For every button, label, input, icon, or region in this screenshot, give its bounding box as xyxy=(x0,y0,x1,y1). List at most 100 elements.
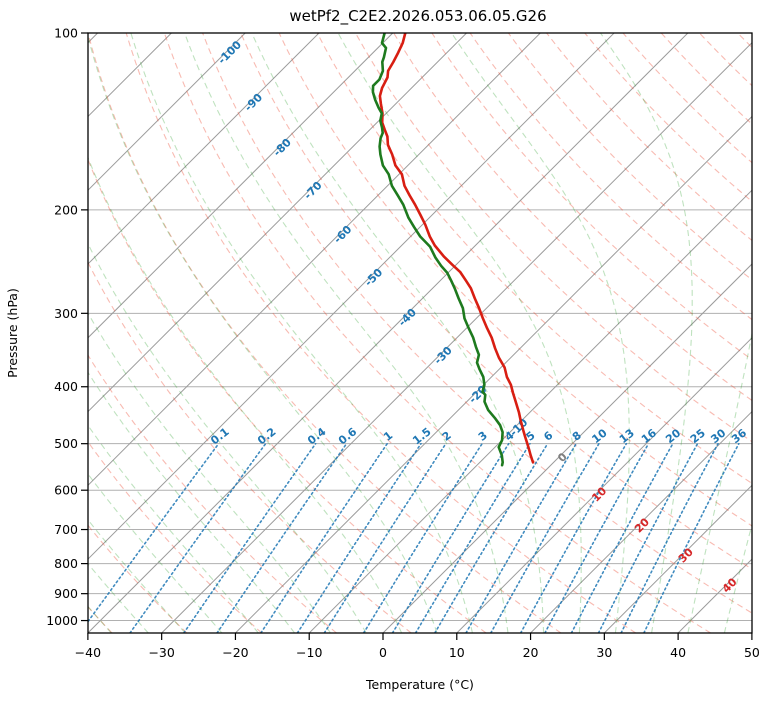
pressure-tick-label: 100 xyxy=(54,26,78,41)
isotherm-label: -60 xyxy=(331,223,354,246)
moist-adiabat-line xyxy=(450,33,630,633)
isotherm-label: -80 xyxy=(271,136,294,159)
moist-adiabat-line xyxy=(88,34,438,633)
temp-tick-label: −40 xyxy=(75,645,101,660)
temp-tick-label: 10 xyxy=(449,645,465,660)
mixing-ratio-label: 1 xyxy=(381,429,395,444)
mixing-ratio-line xyxy=(362,442,483,633)
pressure-tick-label: 600 xyxy=(54,483,78,498)
mixing-ratio-line xyxy=(519,442,628,633)
isotherm-label: -30 xyxy=(432,344,455,367)
moist-adiabat-line xyxy=(251,33,545,633)
moist-adiabat-line xyxy=(723,522,752,633)
mixing-ratio-label: 20 xyxy=(663,426,683,446)
mixing-ratio-label: 25 xyxy=(688,426,708,446)
mixing-ratio-line xyxy=(260,442,388,633)
pressure-tick-label: 300 xyxy=(54,306,78,321)
isotherm-label: 10 xyxy=(589,484,609,504)
dry-adiabat-line xyxy=(316,33,752,485)
isotherm-line xyxy=(308,189,752,633)
dry-adiabat-line xyxy=(202,33,752,614)
sounding-curves xyxy=(371,33,535,467)
mixing-ratio-line xyxy=(323,442,447,633)
moist-adiabat-line xyxy=(88,424,259,633)
dry-adiabat-line xyxy=(88,261,412,633)
isotherm-line xyxy=(677,558,752,633)
mixing-ratio-line xyxy=(414,442,531,633)
isotherm-line xyxy=(161,41,752,633)
dry-adiabat-line xyxy=(278,33,752,527)
pressure-tick-label: 700 xyxy=(54,522,78,537)
dry-adiabat-line xyxy=(737,33,752,49)
dry-adiabat-line xyxy=(507,33,752,281)
mixing-ratio-line xyxy=(490,442,600,633)
pressure-gridlines xyxy=(88,32,752,622)
mixing-ratio-line xyxy=(620,442,719,633)
plot-border xyxy=(87,32,753,634)
x-axis-label: Temperature (°C) xyxy=(365,677,474,692)
temp-tick-label: −30 xyxy=(148,645,174,660)
mixing-ratio-line xyxy=(597,442,699,633)
temp-tick-label: −20 xyxy=(222,645,248,660)
mixing-ratio-label: 3 xyxy=(476,429,490,444)
moist-adiabat-line xyxy=(184,33,509,633)
pressure-tick-label: 800 xyxy=(54,556,78,571)
isotherm-line xyxy=(88,33,320,265)
dewpoint-curve xyxy=(371,33,504,467)
mixing-ratio-label: 30 xyxy=(708,426,728,446)
isotherm-line xyxy=(235,115,752,633)
mixing-ratio-label: 36 xyxy=(729,426,749,446)
y-axis-label: Pressure (hPa) xyxy=(5,288,20,378)
dry-adiabat-line xyxy=(240,33,752,570)
dry-adiabat-line xyxy=(431,33,752,361)
dry-adiabats xyxy=(88,33,752,633)
plot-title: wetPf2_C2E2.2026.053.06.05.G26 xyxy=(289,7,546,26)
isotherm-label: -100 xyxy=(215,38,244,67)
dry-adiabat-line xyxy=(88,440,263,633)
mixing-ratio-line xyxy=(88,442,220,623)
dry-adiabat-line xyxy=(469,33,752,321)
isotherm-label: -90 xyxy=(242,91,265,114)
moist-adiabat-line xyxy=(88,242,367,633)
moist-adiabat-line xyxy=(88,562,149,633)
mixing-ratio-line xyxy=(643,442,740,633)
isotherm-line xyxy=(88,33,467,413)
moist-adiabat-line xyxy=(88,518,186,633)
temp-tick-label: 40 xyxy=(670,645,686,660)
field-labels: 0.1 0.2 0.4 0.6 1 1.5 2 3 4 5 6 8 10 13 16 20 25 30 36-100… xyxy=(208,38,749,596)
isotherm-line xyxy=(88,33,541,487)
mixing-ratio-line xyxy=(129,442,267,633)
pressure-tick-label: 400 xyxy=(54,379,78,394)
dry-adiabat-line xyxy=(584,33,752,203)
mixing-ratio-label: 2 xyxy=(440,429,454,444)
dry-adiabat-line xyxy=(163,33,711,633)
moist-adiabat-line xyxy=(88,156,403,633)
isotherm-label: -70 xyxy=(301,179,324,202)
moist-adiabat-line xyxy=(88,371,296,633)
isotherm-line xyxy=(88,33,246,191)
temperature-curve xyxy=(378,33,535,464)
isotherm-line xyxy=(456,337,752,633)
pressure-tick-label: 200 xyxy=(54,202,78,217)
mixing-ratio-line xyxy=(296,442,422,633)
mixing-ratio-line xyxy=(183,442,317,633)
moist-adiabat-line xyxy=(88,312,331,633)
isotherm-line xyxy=(530,410,752,633)
mixing-ratio-label: 16 xyxy=(639,426,659,446)
mixing-ratio-line xyxy=(465,442,577,633)
mixing-ratio-label: 13 xyxy=(617,426,637,446)
temp-tick-label: 20 xyxy=(523,645,539,660)
isotherm-label: 40 xyxy=(720,575,740,595)
moist-adiabat-line xyxy=(88,473,223,633)
dry-adiabat-line xyxy=(660,33,752,125)
pressure-tick-label: 1000 xyxy=(46,613,78,628)
dry-adiabat-line xyxy=(393,33,752,402)
isotherm-line xyxy=(88,33,689,633)
moist-adiabat-line xyxy=(687,330,752,633)
moist-adiabats xyxy=(88,33,752,633)
dry-adiabat-line xyxy=(125,33,637,633)
dry-adiabat-line xyxy=(88,33,562,633)
temp-tick-label: 30 xyxy=(596,645,612,660)
